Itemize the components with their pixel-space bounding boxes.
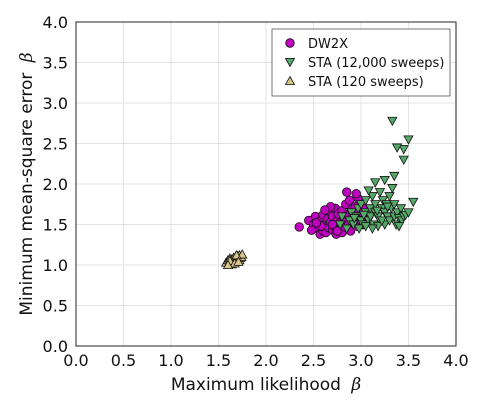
legend-marker xyxy=(284,75,296,85)
data-point xyxy=(371,206,383,217)
data-point xyxy=(355,200,367,210)
y-tick-label: 1.0 xyxy=(43,256,68,275)
data-point xyxy=(367,224,378,234)
data-point xyxy=(387,184,398,194)
x-tick-label: 4.0 xyxy=(443,351,468,370)
x-tick-label: 1.5 xyxy=(206,351,231,370)
legend: DW2X STA (12,000 sweeps) STA (120 sweeps) xyxy=(271,28,451,97)
data-point xyxy=(349,214,360,224)
y-axis-label-text: Minimum mean-square error xyxy=(17,73,37,316)
data-point xyxy=(306,225,317,235)
y-axis-label: Minimum mean-square error β xyxy=(17,52,37,315)
data-point xyxy=(294,222,304,232)
data-point xyxy=(403,135,414,145)
y-tick-label: 2.0 xyxy=(43,175,68,194)
y-tick-label: 4.0 xyxy=(43,13,68,32)
legend-entry: STA (12,000 sweeps) xyxy=(284,56,444,71)
y-tick-label: 3.5 xyxy=(43,54,68,73)
x-tick-label: 1.0 xyxy=(158,351,183,370)
data-point xyxy=(311,218,322,228)
data-point xyxy=(327,219,338,230)
x-tick-label: 2.0 xyxy=(253,351,278,370)
y-axis-beta-symbol: β xyxy=(17,52,37,63)
data-point xyxy=(398,155,409,166)
data-point xyxy=(360,222,371,232)
x-axis-label: Maximum likelihood β xyxy=(171,375,362,395)
legend-marker xyxy=(285,38,295,48)
data-point xyxy=(332,226,342,236)
plot-area xyxy=(75,21,457,347)
data-point xyxy=(395,204,407,214)
data-point xyxy=(374,188,386,198)
y-tick-label: 2.5 xyxy=(43,135,68,154)
data-point xyxy=(382,202,393,213)
data-point xyxy=(384,192,395,202)
y-axis-ticks: 0.0 0.5 1.0 1.5 2.0 2.5 3.0 3.5 4.0 xyxy=(43,13,68,356)
data-point xyxy=(387,116,398,127)
data-point xyxy=(370,178,381,188)
data-point xyxy=(353,224,365,234)
data-point xyxy=(389,171,400,182)
data-point xyxy=(367,192,378,202)
x-tick-label: 0.5 xyxy=(111,351,136,370)
data-point xyxy=(237,249,248,259)
data-point xyxy=(393,222,405,232)
data-point xyxy=(320,205,330,215)
y-tick-label: 0.5 xyxy=(43,297,68,316)
data-point xyxy=(408,197,419,208)
data-point xyxy=(403,208,414,218)
data-point xyxy=(222,259,234,270)
data-point xyxy=(379,175,390,186)
data-point xyxy=(391,143,403,153)
data-point xyxy=(365,212,376,222)
x-tick-label: 0.0 xyxy=(63,351,88,370)
data-point xyxy=(358,210,370,221)
data-point xyxy=(342,187,352,197)
data-point xyxy=(341,224,352,234)
x-axis-beta-symbol: β xyxy=(350,375,361,395)
x-tick-label: 3.5 xyxy=(396,351,421,370)
data-point xyxy=(351,189,361,199)
legend-entry: STA (120 sweeps) xyxy=(284,75,424,90)
data-point xyxy=(336,212,348,222)
data-point xyxy=(233,256,244,266)
legend-entry: DW2X xyxy=(285,37,348,52)
y-tick-label: 0.0 xyxy=(43,337,68,356)
legend-label: STA (12,000 sweeps) xyxy=(308,56,444,71)
legend-label: DW2X xyxy=(308,37,348,52)
y-tick-label: 3.0 xyxy=(43,94,68,113)
legend-label: STA (120 sweeps) xyxy=(308,75,424,90)
legend-marker xyxy=(284,58,296,68)
data-point xyxy=(376,216,388,226)
series-1-points xyxy=(334,116,419,234)
data-points xyxy=(220,116,419,270)
data-point xyxy=(398,145,409,155)
x-axis-label-text: Maximum likelihood xyxy=(171,375,341,395)
data-point xyxy=(363,186,374,196)
legend-box xyxy=(271,28,451,97)
series-2-points xyxy=(220,249,248,270)
x-tick-label: 2.5 xyxy=(301,351,326,370)
y-tick-label: 1.5 xyxy=(43,216,68,235)
data-point xyxy=(231,249,242,260)
x-tick-label: 3.0 xyxy=(348,351,373,370)
x-axis-ticks: 0.0 0.5 1.0 1.5 2.0 2.5 3.0 3.5 4.0 xyxy=(63,351,468,370)
data-point xyxy=(360,196,371,206)
